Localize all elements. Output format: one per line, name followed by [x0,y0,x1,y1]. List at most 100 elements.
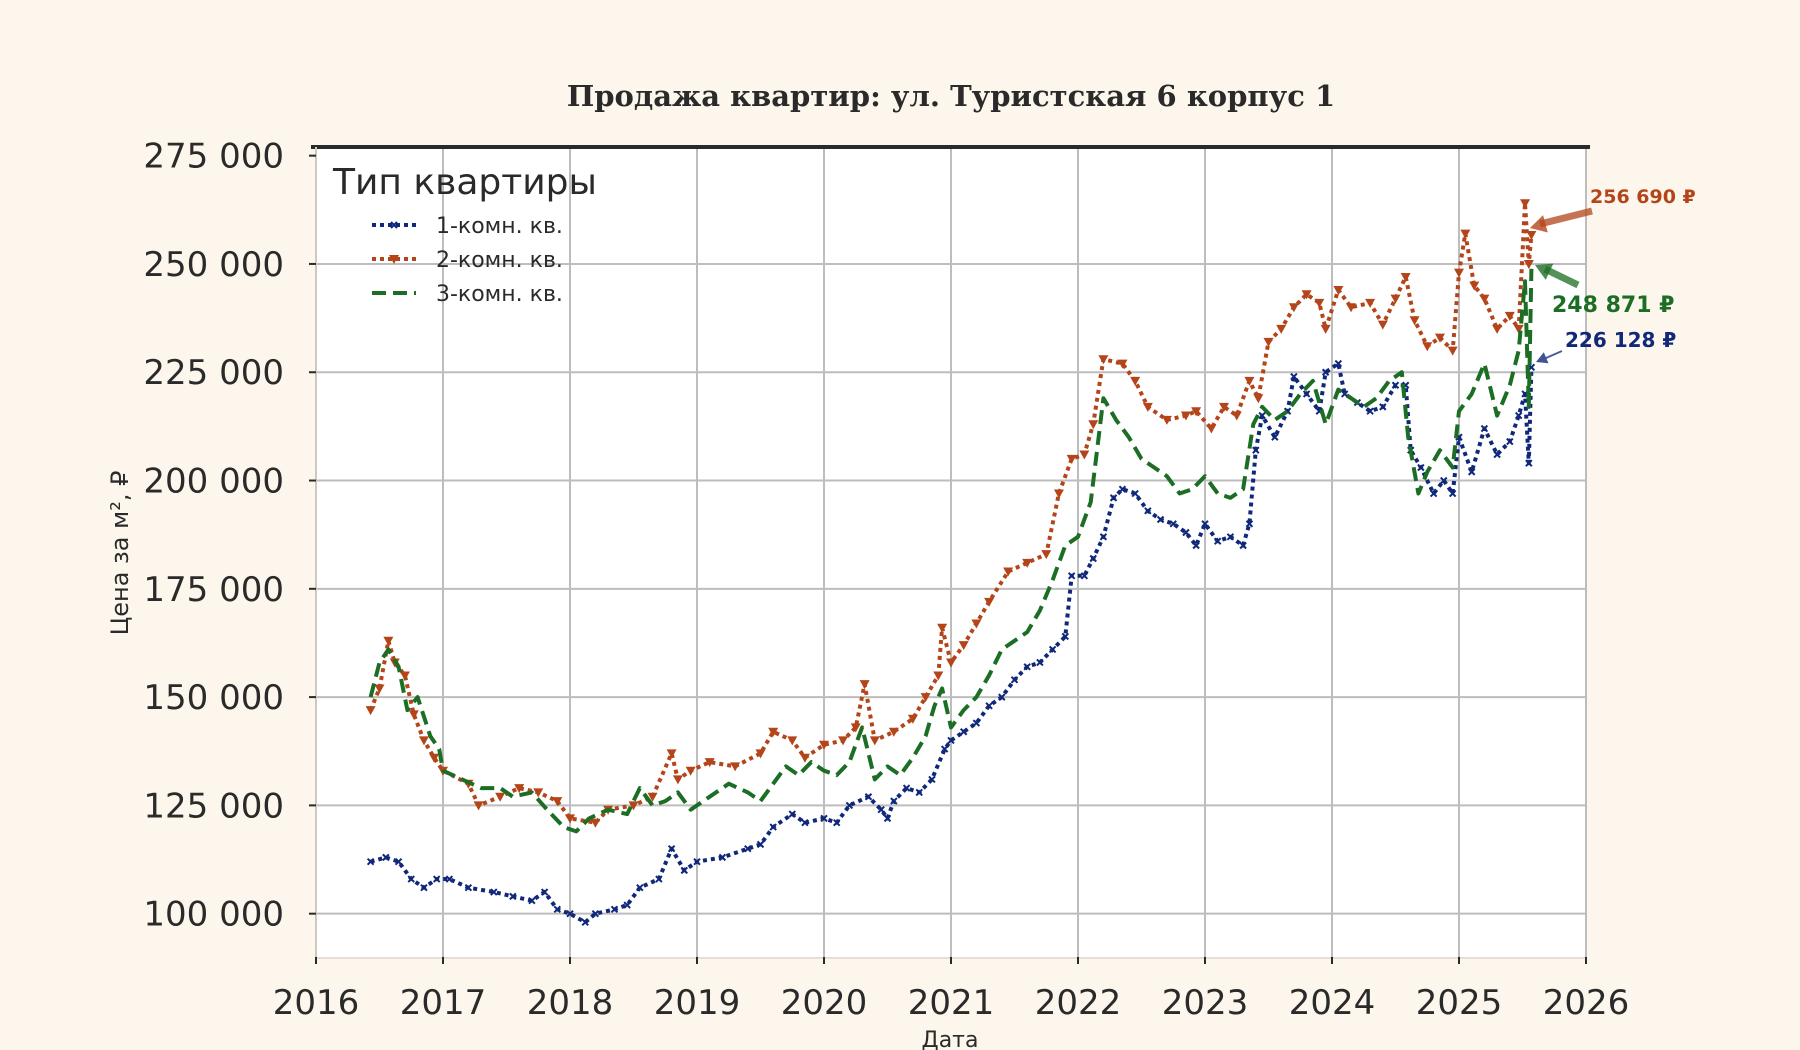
series-1-point [553,905,562,914]
legend-entry-2: 2-комн. кв. [372,248,563,273]
series-2-point [1513,324,1524,334]
series-1-point [1379,403,1387,411]
series-2-point [1454,268,1464,278]
series-1-point [845,801,854,810]
annotation-arrow [1543,265,1580,289]
x-tick-label: 2017 [400,983,487,1023]
series-1-point [432,875,441,883]
series-2-point [1469,281,1480,291]
series-2-point [937,623,948,633]
x-tick-label: 2026 [1543,983,1630,1023]
series-2-line [368,201,1534,825]
series-1-point [756,840,765,849]
legend-title: Тип квартиры [332,162,597,203]
series-2-point [495,792,506,802]
series-2-point [819,740,829,750]
series-1-point [1048,645,1057,654]
series-2-point [1447,346,1458,356]
series-1-point [1290,372,1298,381]
axis-ticks: 100 000 125 000 150 000 175 000 200 000 225 0… [143,137,1629,1023]
series-1-point [801,819,809,827]
series-1-point [1429,489,1438,498]
legend: Тип квартиры 1-комн. кв. 2-комн. кв. 3-ком… [332,162,597,307]
series-1-point [1480,424,1489,433]
series-2-point [429,753,440,763]
series-2-point [755,749,766,759]
series-2-point [1333,285,1344,295]
series-2-point [1022,558,1033,568]
legend-entry-1: 1-комн. кв. [372,214,563,239]
annotations: 256 690 ₽ 248 871 ₽ 226 128 ₽ [1530,186,1696,364]
series-1-point [1213,537,1222,545]
legend-label: 3-комн. кв. [436,282,563,307]
series-1-point [1417,463,1425,472]
series-2-point [514,784,525,794]
series-1-point [718,853,727,862]
series-1-point [1089,554,1097,563]
series-2-point [984,597,995,607]
series-2-point [958,641,969,651]
series-2-point [552,797,563,807]
y-tick-label: 175 000 [143,570,284,610]
x-tick-label: 2016 [273,983,360,1023]
series-2-point [565,814,575,824]
series-1-point [667,845,676,853]
series-2-point [971,619,982,629]
series-2-point [933,671,944,681]
series-1-point [636,883,644,892]
annotation-arrowhead [1535,263,1554,280]
series-1-line [370,361,1534,925]
series-1-point [1525,459,1533,467]
series-2-point [666,749,677,759]
series-1-point [1366,407,1374,415]
series-1-point [959,728,968,736]
legend-label: 2-комн. кв. [436,248,563,273]
series-1-point [890,797,898,805]
series-1-point [1506,437,1514,446]
series-2-point [869,736,880,746]
series-2-point [1422,342,1433,352]
series-1-point [1252,446,1260,454]
series-2-point [838,736,849,746]
series-1-point [420,883,428,892]
series-1-point [1440,476,1448,485]
series-2-point [1365,298,1376,308]
x-axis-label: Дата [922,1028,979,1050]
series-1-point [382,853,390,862]
chart-title: Продажа квартир: ул. Туристская 6 корпус… [567,79,1335,113]
series-2-point [850,723,861,733]
series-1-point [744,845,752,853]
series-2-point [920,693,931,703]
annotation-arrowhead [1536,352,1549,364]
series-1-point [1258,411,1266,420]
series-1-point [883,814,892,823]
legend-entry-3: 3-комн. кв. [372,282,563,307]
annotation-arrowhead [1530,215,1548,233]
legend-marker [390,221,398,229]
series-2-point [1130,376,1141,386]
series-1-point [407,875,415,883]
series-1-group [366,359,1536,927]
series-1-point [1192,541,1200,550]
series-1-point [1467,468,1476,476]
series-2-point [374,684,385,694]
series-2-point [383,636,394,646]
series-1-point [566,909,574,918]
series-2-point [1504,311,1515,321]
series-1-point [1271,433,1279,441]
series-1-point [680,866,689,875]
annotation-1: 256 690 ₽ [1530,186,1696,233]
annotation-arrow [1545,350,1563,359]
series-2-point [1479,294,1490,304]
annotation-3: 226 128 ₽ [1536,328,1676,364]
series-2-point [1191,407,1202,417]
annotation-label: 248 871 ₽ [1552,293,1674,318]
series-1-point [1131,489,1139,498]
series-1-point [985,702,993,710]
series-2-point [418,736,429,746]
series-2-point [1219,402,1230,412]
series-1-point [947,736,955,745]
series-1-point [1340,390,1349,398]
series-2-point [1161,415,1172,425]
